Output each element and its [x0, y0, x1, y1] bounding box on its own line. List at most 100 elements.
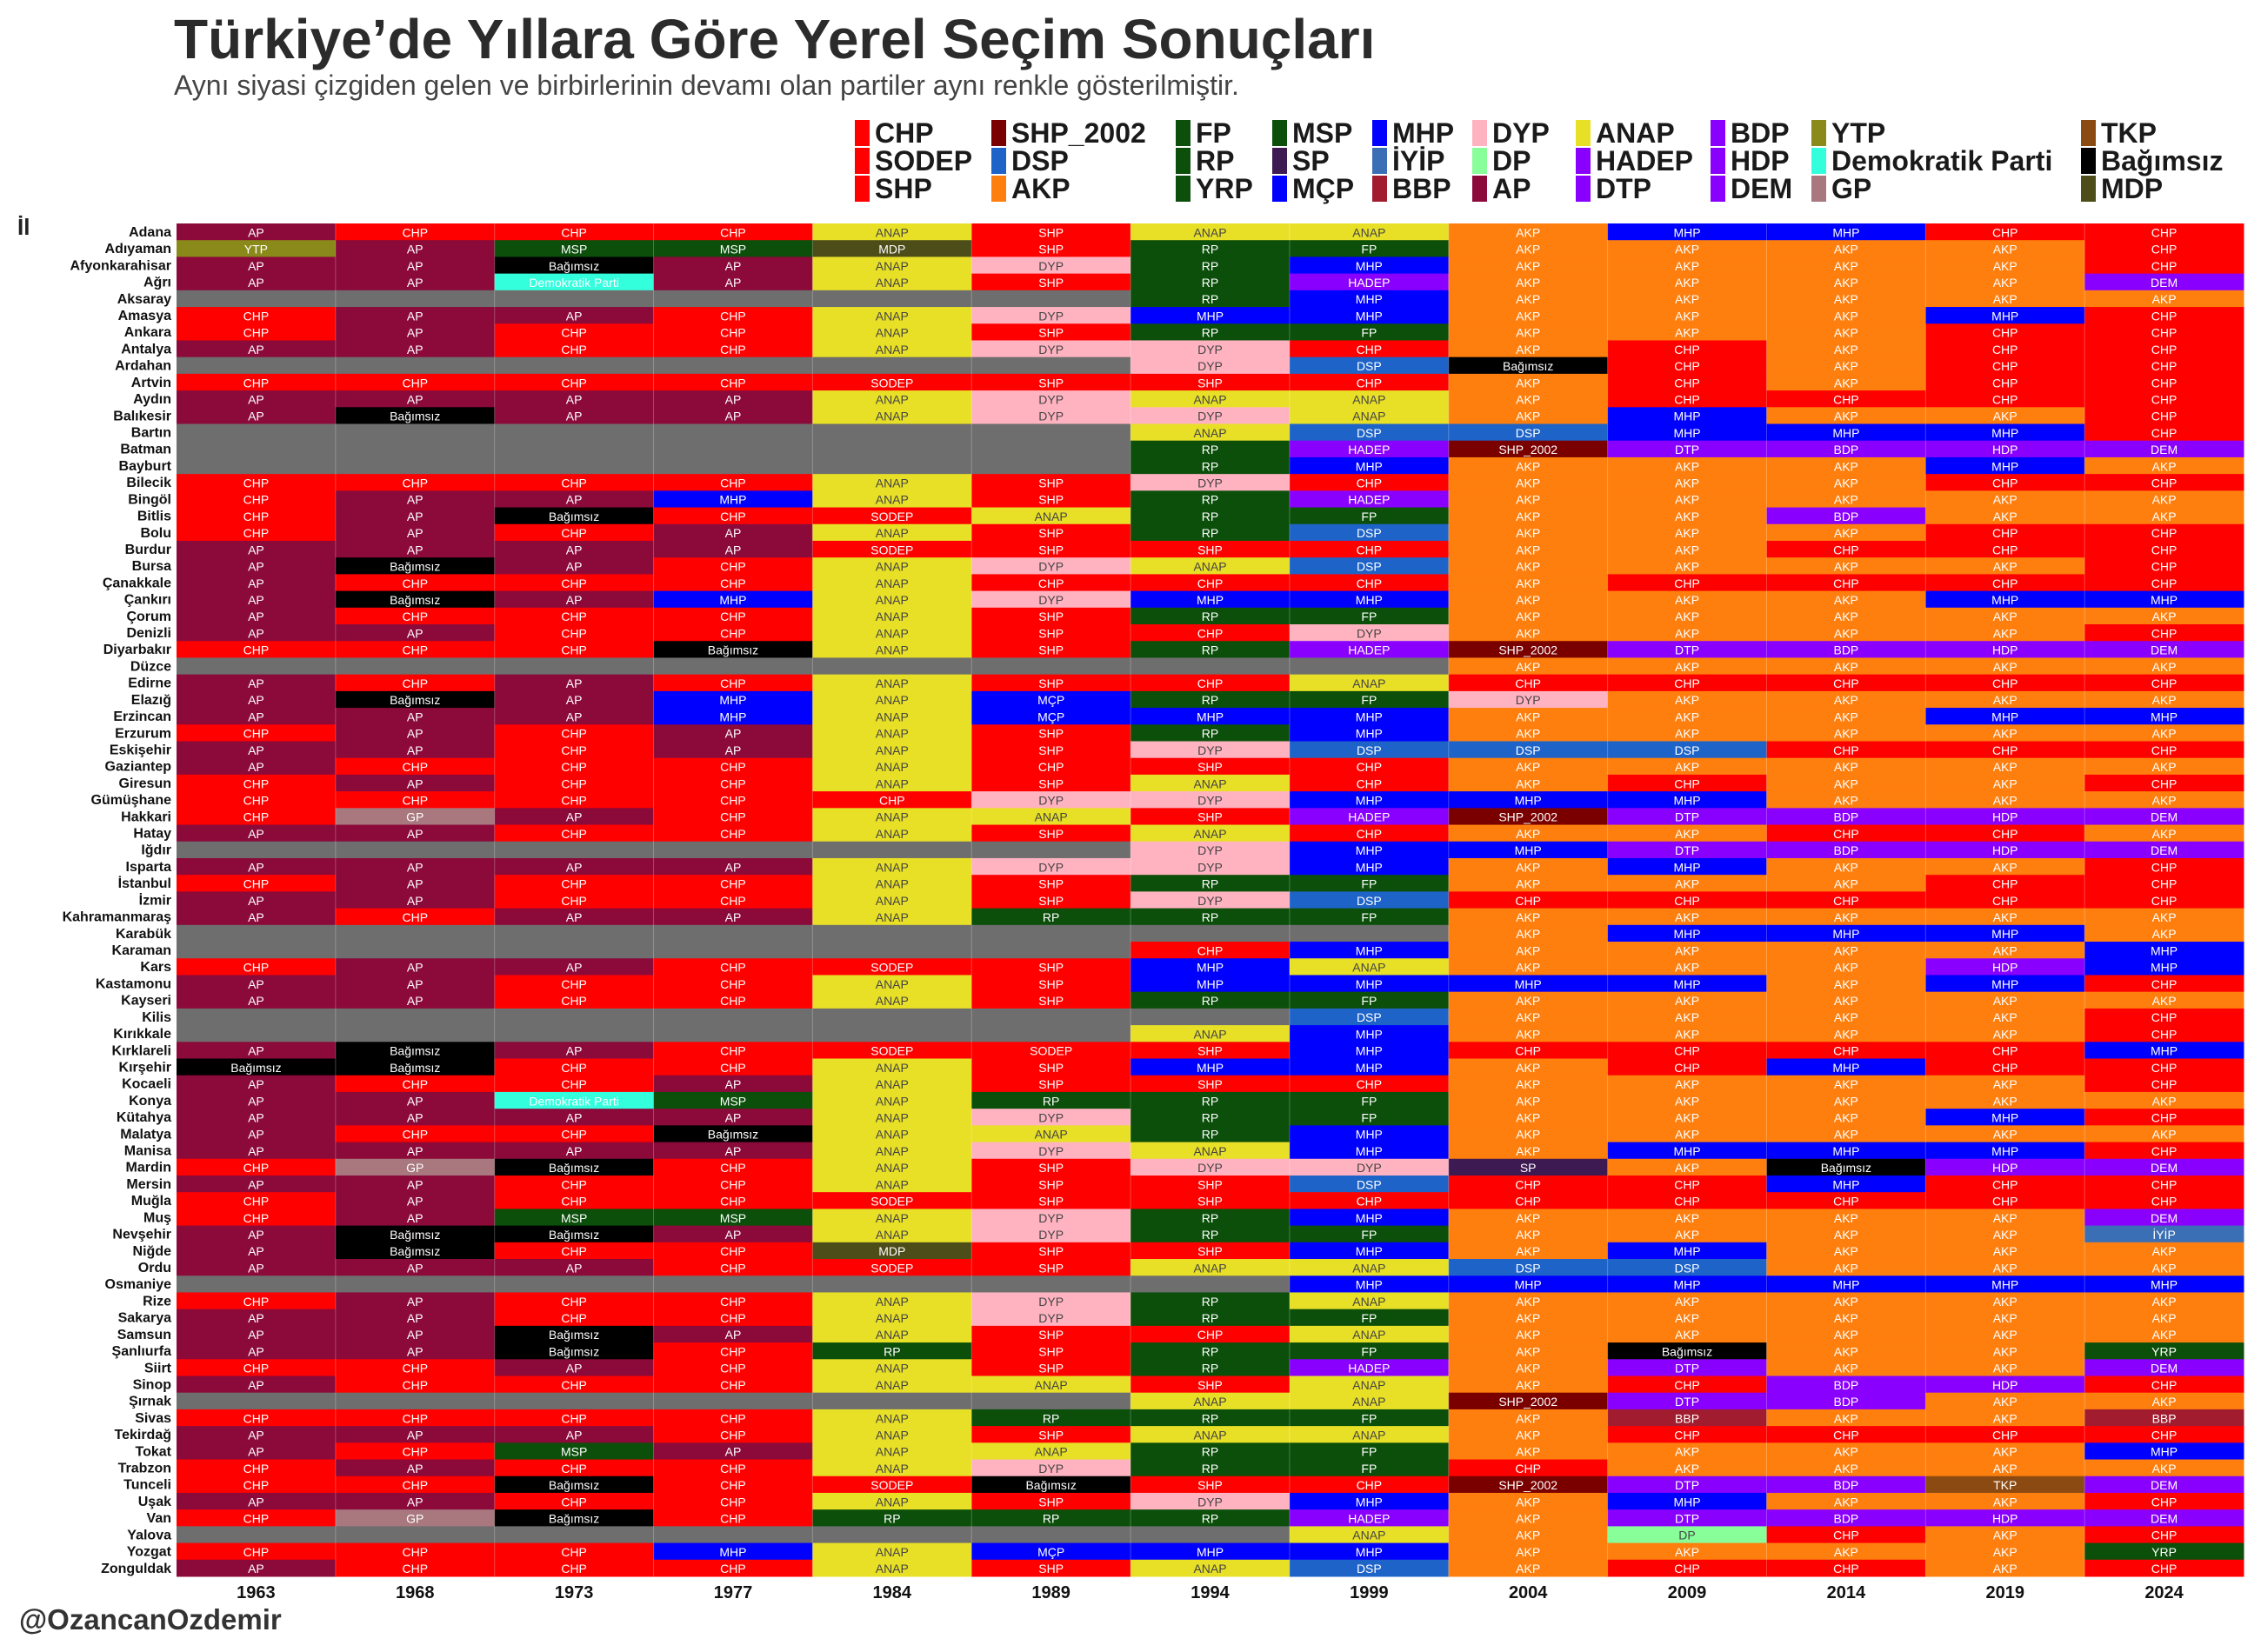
- heatmap-cell: [2084, 942, 2244, 959]
- cell-label: DYP: [1038, 259, 1064, 273]
- cell-label: MHP: [1991, 1278, 2018, 1292]
- cell-label: FP: [1361, 610, 1377, 623]
- heatmap-cell: [1766, 323, 1926, 341]
- cell-label: AKP: [1675, 1094, 1699, 1108]
- cell-label: AKP: [1834, 1545, 1858, 1559]
- heatmap-cell: [653, 690, 813, 709]
- cell-label: AP: [248, 743, 264, 757]
- cell-label: BDP: [1833, 1512, 1858, 1526]
- cell-label: CHP: [1674, 1044, 1700, 1058]
- cell-label: AP: [725, 910, 742, 924]
- cell-label: SHP: [1038, 610, 1064, 623]
- cell-label: AKP: [1993, 860, 2018, 874]
- cell-label: Bağımsız: [390, 593, 440, 607]
- heatmap-cell: [653, 674, 813, 692]
- heatmap-cell: [335, 507, 496, 525]
- cell-label: RP: [884, 1344, 900, 1358]
- heatmap-cell: [1607, 624, 1767, 642]
- cell-label: SHP: [1038, 1177, 1064, 1191]
- heatmap-cell: [177, 641, 337, 658]
- cell-label: AP: [566, 1261, 583, 1275]
- heatmap-cell: [653, 1276, 813, 1293]
- cell-label: AKP: [1834, 1010, 1858, 1024]
- cell-label: AP: [407, 1344, 424, 1358]
- heatmap-cell: [2084, 490, 2244, 509]
- cell-label: DSP: [1357, 743, 1382, 757]
- cell-label: RP: [1202, 1512, 1218, 1526]
- heatmap-cell: [1766, 474, 1926, 491]
- heatmap-cell: [971, 674, 1131, 692]
- cell-label: SHP: [1038, 961, 1064, 975]
- cell-label: FP: [1361, 1110, 1377, 1124]
- heatmap-cell: [2084, 340, 2244, 358]
- cell-label: AP: [248, 1044, 264, 1058]
- cell-label: CHP: [1833, 392, 1859, 406]
- heatmap-cell: [1130, 407, 1291, 425]
- heatmap-cell: [812, 1125, 972, 1143]
- heatmap-cell: [1607, 223, 1767, 241]
- heatmap-cell: [177, 1109, 337, 1126]
- heatmap-cell: [812, 1025, 972, 1042]
- cell-label: AP: [725, 1110, 742, 1124]
- cell-label: AKP: [2152, 910, 2177, 924]
- cell-label: AKP: [1834, 977, 1858, 991]
- heatmap-cell: [971, 1091, 1131, 1109]
- cell-label: AKP: [1516, 1094, 1540, 1108]
- heatmap-cell: [494, 474, 655, 491]
- cell-label: MHP: [1356, 309, 1383, 323]
- heatmap-cell: [812, 590, 972, 609]
- y-tick-label: Kahramanmaraş: [63, 910, 172, 925]
- heatmap-cell: [335, 1008, 496, 1026]
- heatmap-cell: [177, 824, 337, 843]
- cell-label: ANAP: [876, 727, 909, 741]
- heatmap-cell: [1289, 607, 1450, 625]
- cell-label: SHP: [1038, 877, 1064, 891]
- heatmap-cell: [335, 724, 496, 743]
- heatmap-cell: [653, 323, 813, 341]
- y-tick-label: İzmir: [139, 892, 171, 908]
- cell-label: SHP: [1038, 476, 1064, 490]
- cell-label: DYP: [1038, 410, 1064, 423]
- heatmap-cell: [971, 1075, 1131, 1093]
- cell-label: ANAP: [876, 1562, 909, 1575]
- heatmap-cell: [2084, 624, 2244, 642]
- cell-label: AP: [566, 1144, 583, 1158]
- cell-label: AKP: [1993, 610, 2018, 623]
- heatmap-cell: [2084, 690, 2244, 709]
- heatmap-cell: [1607, 1109, 1767, 1126]
- heatmap-cell: [1289, 557, 1450, 575]
- cell-label: AP: [248, 1428, 264, 1442]
- heatmap-cell: [1448, 757, 1609, 776]
- heatmap-cell: [2084, 924, 2244, 943]
- cell-label: AKP: [1993, 1211, 2018, 1225]
- cell-label: CHP: [243, 526, 270, 540]
- heatmap-cell: [1448, 590, 1609, 609]
- cell-label: DEM: [2151, 843, 2178, 857]
- chart-subtitle: Aynı siyasi çizgiden gelen ve birbirleri…: [174, 70, 1239, 101]
- heatmap-cell: [177, 490, 337, 509]
- heatmap-cell: [1766, 1025, 1926, 1042]
- cell-label: ANAP: [1193, 1144, 1226, 1158]
- heatmap-cell: [335, 824, 496, 843]
- cell-label: HDP: [1992, 961, 2018, 975]
- cell-label: CHP: [1038, 760, 1064, 774]
- heatmap-cell: [1607, 857, 1767, 876]
- heatmap-cell: [177, 991, 337, 1009]
- heatmap-cell: [1289, 373, 1450, 391]
- cell-label: CHP: [402, 643, 428, 657]
- cell-label: MHP: [1197, 977, 1224, 991]
- heatmap-cell: [653, 624, 813, 642]
- cell-label: CHP: [243, 1512, 270, 1526]
- cell-label: AKP: [1675, 476, 1699, 490]
- cell-label: AKP: [1516, 259, 1540, 273]
- heatmap-cell: [494, 641, 655, 658]
- heatmap-cell: [1607, 708, 1767, 725]
- cell-label: CHP: [1992, 827, 2018, 841]
- heatmap-cell: [1766, 273, 1926, 291]
- cell-label: ANAP: [876, 276, 909, 290]
- heatmap-cell: [653, 256, 813, 275]
- cell-label: MHP: [1991, 459, 2018, 473]
- cell-label: AKP: [1993, 1128, 2018, 1142]
- heatmap-cell: [1289, 407, 1450, 425]
- cell-label: MHP: [1673, 794, 1700, 808]
